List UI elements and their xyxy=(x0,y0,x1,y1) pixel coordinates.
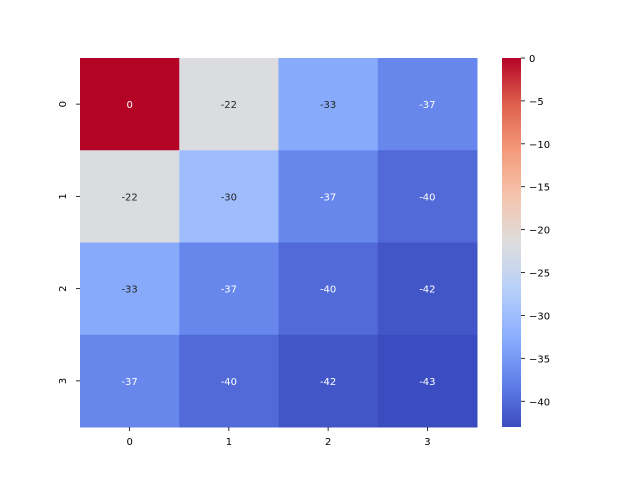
heatmap-cell-r0-c3 xyxy=(377,58,478,151)
colorbar-tick-label: −40 xyxy=(529,397,550,408)
x-axis: 0 1 2 3 xyxy=(126,427,431,448)
heatmap-cell-r2-c1 xyxy=(179,242,279,336)
y-axis: 0 1 2 3 xyxy=(58,101,80,384)
heatmap-cell-r3-c2 xyxy=(278,334,379,428)
heatmap-cell-r1-c0 xyxy=(80,150,180,243)
colorbar-tick-label: −20 xyxy=(529,226,550,237)
cell-annotation-r3-c3: -43 xyxy=(419,377,435,388)
cell-annotation-r1-c0: -22 xyxy=(121,192,137,203)
cell-annotation-r3-c2: -42 xyxy=(320,377,336,388)
cell-annotation-r0-c0: 0 xyxy=(126,100,132,111)
x-tick-label: 1 xyxy=(226,437,232,448)
heatmap-cell-r3-c0 xyxy=(80,334,180,428)
x-tick-label: 3 xyxy=(424,437,430,448)
y-tick-label: 0 xyxy=(58,101,69,107)
cell-annotation-r2-c2: -40 xyxy=(320,285,336,296)
heatmap-cell-r1-c1 xyxy=(179,150,279,243)
y-tick-label: 3 xyxy=(58,378,69,384)
heatmap-cells xyxy=(80,58,478,428)
colorbar-tick-label: −35 xyxy=(529,354,550,365)
colorbar-tick-label: −15 xyxy=(529,183,550,194)
heatmap-cell-r2-c3 xyxy=(377,242,478,336)
cell-annotation-r1-c2: -37 xyxy=(320,192,336,203)
colorbar-tick-label: −5 xyxy=(529,97,544,108)
heatmap-cell-r3-c1 xyxy=(179,334,279,428)
x-tick-label: 0 xyxy=(126,437,132,448)
colorbar-gradient xyxy=(502,58,521,427)
cell-annotation-r2-c3: -42 xyxy=(419,285,435,296)
heatmap-cell-r2-c0 xyxy=(80,242,180,336)
colorbar: 0 −5 −10 −15 −20 −25 −30 −35 −40 xyxy=(502,54,550,427)
cell-annotation-r3-c0: -37 xyxy=(121,377,137,388)
x-tick-label: 2 xyxy=(325,437,331,448)
cell-annotation-r1-c1: -30 xyxy=(221,192,237,203)
colorbar-tick-label: 0 xyxy=(529,54,535,65)
y-tick-label: 1 xyxy=(58,193,69,199)
colorbar-tick-label: −30 xyxy=(529,311,550,322)
cell-annotation-r2-c0: -33 xyxy=(121,285,137,296)
heatmap-cell-r1-c3 xyxy=(377,150,478,243)
cell-annotations: 0 -22 -33 -37 -22 -30 -37 -40 -33 -37 -40 -42 -37 -40… xyxy=(121,100,435,388)
heatmap-cell-r2-c2 xyxy=(278,242,379,336)
colorbar-tick-label: −25 xyxy=(529,269,550,280)
cell-annotation-r3-c1: -40 xyxy=(221,377,237,388)
cell-annotation-r0-c1: -22 xyxy=(221,100,237,111)
colorbar-tick-label: −10 xyxy=(529,140,550,151)
cell-annotation-r1-c3: -40 xyxy=(419,192,435,203)
cell-annotation-r0-c2: -33 xyxy=(320,100,336,111)
cell-annotation-r0-c3: -37 xyxy=(419,100,435,111)
heatmap-cell-r1-c2 xyxy=(278,150,379,243)
heatmap-cell-r3-c3 xyxy=(377,334,478,428)
heatmap-cell-r0-c2 xyxy=(278,58,379,151)
heatmap-cell-r0-c1 xyxy=(179,58,279,151)
y-tick-label: 2 xyxy=(58,285,69,291)
cell-annotation-r2-c1: -37 xyxy=(221,285,237,296)
heatmap-cell-r0-c0 xyxy=(80,58,180,151)
